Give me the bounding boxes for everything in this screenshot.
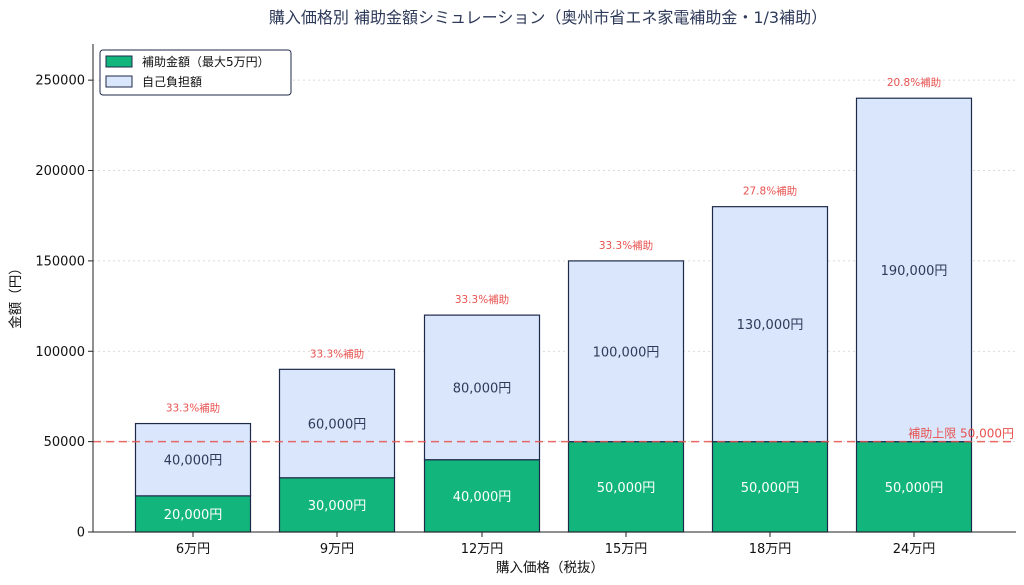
bar-label-self-pay: 60,000円 — [308, 418, 367, 433]
reference-line: 補助上限 50,000円 — [93, 427, 1016, 443]
bar-subsidy — [134, 495, 252, 533]
chart-title: 購入価格別 補助金額シミュレーション（奥州市省エネ家電補助金・1/3補助） — [269, 8, 827, 27]
bar-subsidy — [278, 477, 396, 533]
subsidy-rate-label: 33.3%補助 — [310, 347, 364, 360]
bar-self-pay — [855, 97, 973, 443]
y-tick-label: 200000 — [35, 164, 85, 179]
subsidy-rate-label: 27.8%補助 — [743, 185, 797, 198]
x-tick-label: 18万円 — [749, 542, 792, 557]
legend-label-self-pay: 自己負担額 — [142, 75, 202, 89]
y-tick-label: 0 — [77, 526, 85, 541]
bar-self-pay — [423, 314, 541, 461]
bar-label-self-pay: 190,000円 — [881, 264, 948, 279]
y-tick-label: 50000 — [44, 435, 85, 450]
bar-label-self-pay: 40,000円 — [164, 454, 223, 469]
y-tick-label: 100000 — [35, 345, 85, 360]
legend: 補助金額（最大5万円） 自己負担額 — [99, 49, 292, 96]
x-axis-label: 購入価格（税抜） — [496, 560, 604, 576]
y-tick-label: 250000 — [35, 74, 85, 89]
bar-label-subsidy: 50,000円 — [741, 481, 800, 496]
subsidy-rate-label: 20.8%補助 — [887, 76, 941, 89]
x-tick-label: 24万円 — [893, 542, 936, 557]
bar-label-subsidy: 40,000円 — [453, 490, 512, 505]
bar-self-pay — [278, 368, 396, 479]
bar-self-pay — [134, 422, 252, 497]
bar-label-subsidy: 20,000円 — [164, 508, 223, 523]
subsidy-rate-label: 33.3%補助 — [455, 293, 509, 306]
bar-label-subsidy: 30,000円 — [308, 499, 367, 514]
subsidy-rate-label: 33.3%補助 — [599, 239, 653, 252]
legend-box — [99, 49, 292, 96]
legend-label-subsidy: 補助金額（最大5万円） — [142, 54, 270, 69]
bar-label-self-pay: 80,000円 — [453, 381, 512, 396]
x-tick-label: 12万円 — [461, 542, 504, 557]
x-tick-label: 15万円 — [605, 542, 648, 557]
subsidy-cap-label: 補助上限 50,000円 — [908, 427, 1014, 441]
x-tick-label: 6万円 — [176, 542, 210, 557]
y-tick-label: 150000 — [35, 254, 85, 269]
bar-label-subsidy: 50,000円 — [885, 481, 944, 496]
bar-self-pay — [567, 260, 685, 443]
bar-subsidy — [567, 441, 685, 533]
legend-swatch-self-pay — [105, 75, 133, 88]
bars: 20,000円 40,000円 33.3%補助 30,000円 60,000円 33.3%… — [134, 76, 973, 533]
bar-label-self-pay: 100,000円 — [593, 345, 660, 360]
x-tick-label: 9万円 — [320, 542, 354, 557]
legend-swatch-subsidy — [105, 55, 133, 68]
bar-label-subsidy: 50,000円 — [597, 481, 656, 496]
y-axis-label: 金額（円） — [8, 261, 24, 329]
bar-subsidy — [855, 441, 973, 533]
axes: 0 50000 100000 150000 200000 250000 6万円 9万円 12万円… — [35, 44, 1016, 557]
bar-label-self-pay: 130,000円 — [737, 318, 804, 333]
subsidy-rate-label: 33.3%補助 — [166, 402, 220, 415]
bar-subsidy — [711, 441, 829, 533]
